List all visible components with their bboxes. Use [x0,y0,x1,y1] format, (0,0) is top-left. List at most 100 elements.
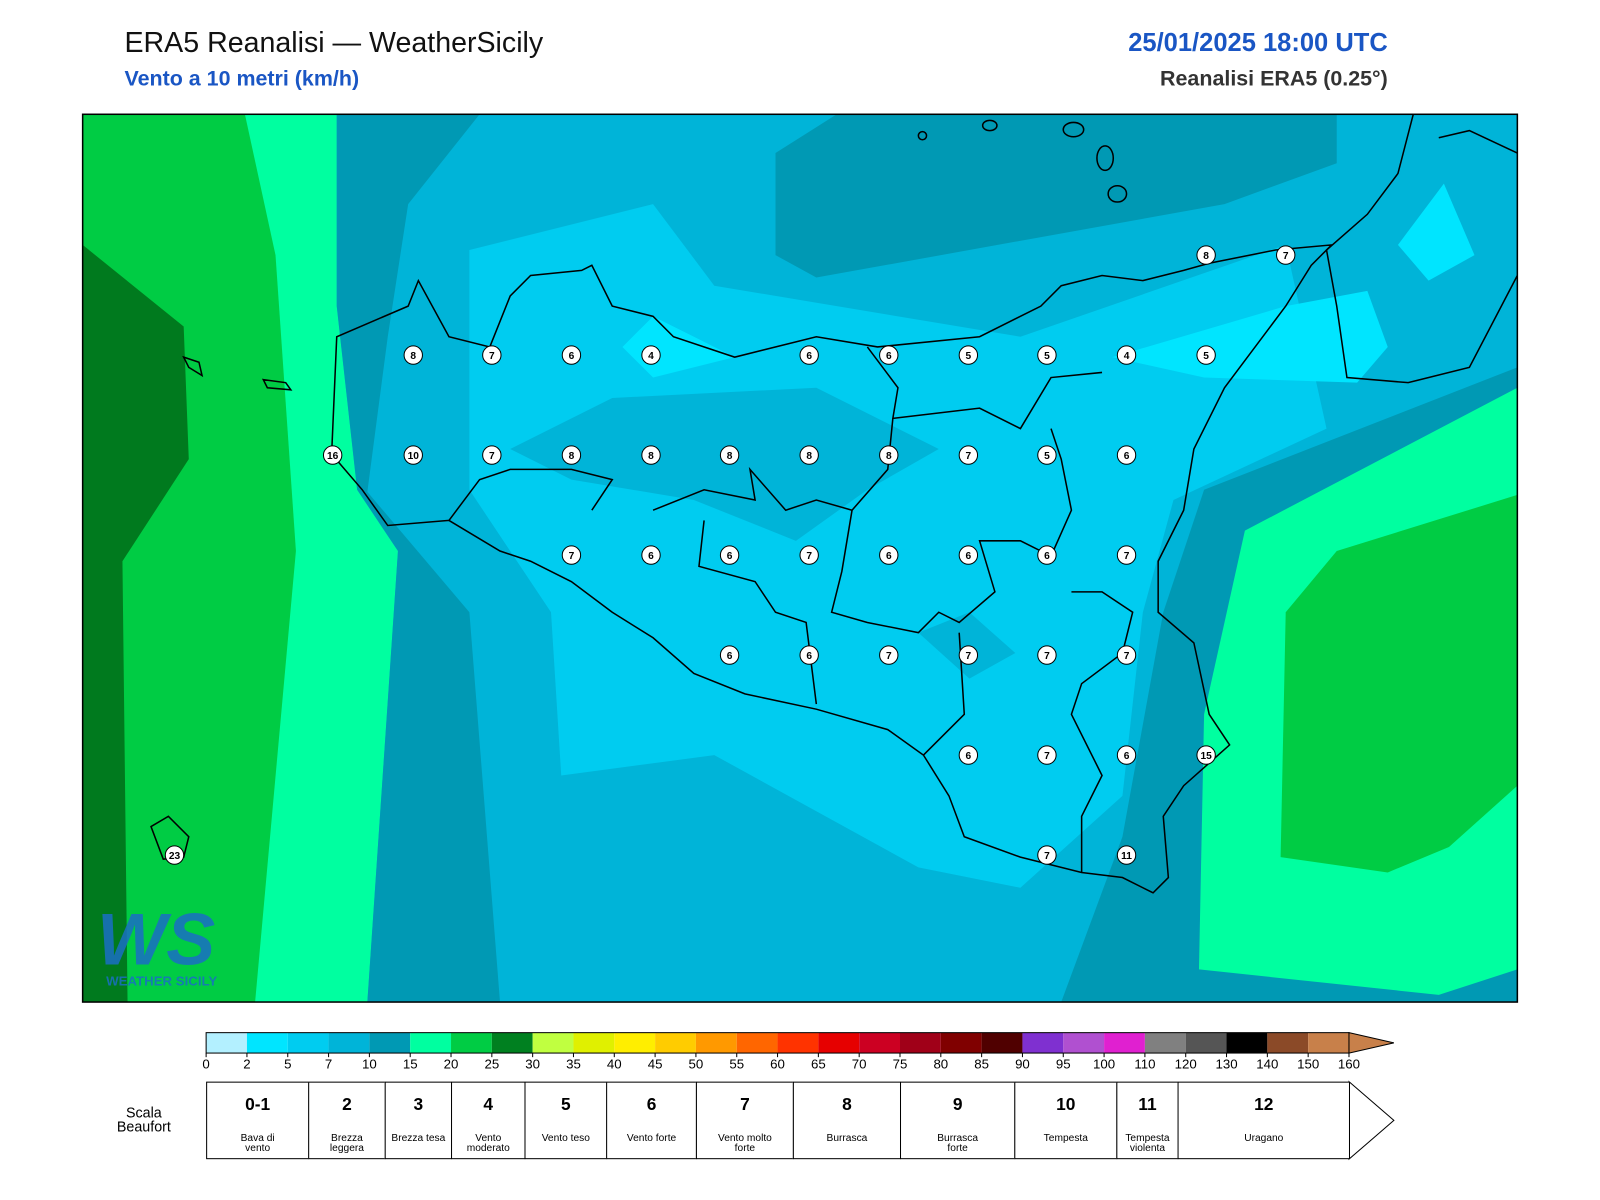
beaufort-number: 7 [740,1094,750,1115]
station-marker [1116,645,1137,665]
beaufort-name: Bava di vento [240,1132,275,1155]
beaufort-cell: 2 Brezza leggera [308,1081,386,1160]
beaufort-number: 0-1 [245,1094,271,1115]
station-value: 7 [1044,851,1050,862]
station-marker [641,545,661,565]
colorbar-swatch [899,1032,941,1054]
logo-mark: WS [97,897,215,980]
colorbar-tick-label: 0 [202,1056,209,1071]
colorbar-swatch [246,1032,288,1054]
station-value: 5 [1044,451,1050,462]
station-value: 7 [489,451,495,462]
station-marker [1037,845,1057,865]
station-value: 6 [1124,751,1130,762]
colorbar-tick-label: 85 [974,1056,989,1071]
beaufort-cell: 9 Burrasca forte [899,1081,1016,1160]
colorbar-swatch [532,1032,574,1054]
beaufort-name: Vento forte [626,1132,677,1144]
station-value: 7 [1044,751,1050,762]
colorbar-tick-label: 110 [1134,1056,1155,1071]
station-value: 7 [966,451,972,462]
colorbar-swatch [1144,1032,1186,1054]
beaufort-cell: 7 Vento molto forte [695,1081,794,1160]
station-marker [799,345,819,365]
beaufort-number: 12 [1254,1094,1274,1115]
station-value: 8 [648,451,654,462]
colorbar-swatch [736,1032,778,1054]
station-value: 6 [966,751,972,762]
beaufort-number: 2 [342,1094,352,1115]
colorbar-tick-label: 95 [1056,1056,1071,1071]
colorbar-swatch [614,1032,656,1054]
colorbar-swatch [328,1032,370,1054]
station-marker [1116,445,1137,465]
station-marker [719,645,740,665]
station-marker [1116,745,1137,765]
station-value: 10 [408,451,420,462]
colorbar-tick-label: 45 [648,1056,663,1071]
station-value: 6 [886,351,892,362]
colorbar-tick-label: 15 [403,1056,418,1071]
station-marker [719,545,740,565]
station-marker [1116,545,1137,565]
colorbar: 0 2 5 7 10 15 20 25 30 35 40 45 50 55 60 65 70 75 80 85 90 95… [202,1032,1394,1071]
station-value: 8 [886,451,892,462]
station-value: 16 [327,451,339,462]
station-value: 7 [569,551,575,562]
station-value: 7 [1044,651,1050,662]
colorbar-swatch [410,1032,452,1054]
beaufort-name: Burrasca [826,1132,868,1144]
beaufort-name: Vento molto forte [717,1132,772,1155]
station-value: 6 [966,551,972,562]
station-value: 8 [806,451,812,462]
colorbar-tick-label: 35 [566,1056,581,1071]
colorbar-swatch [695,1032,737,1054]
colorbar-tick-label: 130 [1215,1056,1237,1071]
station-marker [1037,545,1057,565]
beaufort-name: Brezza leggera [329,1132,364,1155]
station-value: 8 [569,451,575,462]
station-marker [1116,345,1137,365]
station-marker [1276,245,1296,265]
colorbar-swatch [940,1032,982,1054]
beaufort-name: Tempesta [1043,1132,1088,1144]
beaufort-number: 9 [952,1094,963,1115]
station-marker [561,345,582,365]
station-marker [482,445,502,465]
station-marker [561,545,582,565]
beaufort-cell: 5 Vento teso [524,1081,608,1160]
title: ERA5 Reanalisi — WeatherSicily [124,26,544,59]
beaufort-number: 6 [646,1094,657,1115]
colorbar-swatch [1185,1032,1227,1054]
beaufort-number: 8 [842,1094,852,1115]
station-marker [958,545,979,565]
colorbar-tick-label: 10 [362,1056,377,1071]
station-marker [1196,245,1216,265]
station-value: 6 [727,551,733,562]
station-value: 8 [727,451,733,462]
station-marker [958,745,979,765]
station-value: 6 [806,651,812,662]
beaufort-number: 3 [413,1094,424,1115]
station-value: 7 [1124,551,1130,562]
station-marker [958,645,979,665]
station-marker [403,445,423,465]
beaufort-cell: 12 Uragano [1177,1081,1350,1160]
colorbar-tick-label: 120 [1175,1056,1197,1071]
map-frame [81,113,1519,1003]
colorbar-tick-label: 50 [689,1056,704,1071]
beaufort-name: Brezza tesa [391,1132,446,1144]
colorbar-tick-label: 150 [1297,1056,1319,1071]
beaufort-cell: 8 Burrasca [792,1081,902,1160]
colorbar-tick-label: 75 [893,1056,908,1071]
datetime: 25/01/2025 18:00 UTC [1128,28,1388,58]
station-value: 7 [886,651,892,662]
station-value: 5 [1203,351,1209,362]
logo-name: WEATHER SICILY [106,974,217,989]
colorbar-swatch [1267,1032,1309,1054]
colorbar-swatch [451,1032,492,1054]
station-marker [1196,745,1216,765]
beaufort-cell: 6 Vento forte [606,1081,697,1160]
colorbar-tick-label: 40 [607,1056,622,1071]
